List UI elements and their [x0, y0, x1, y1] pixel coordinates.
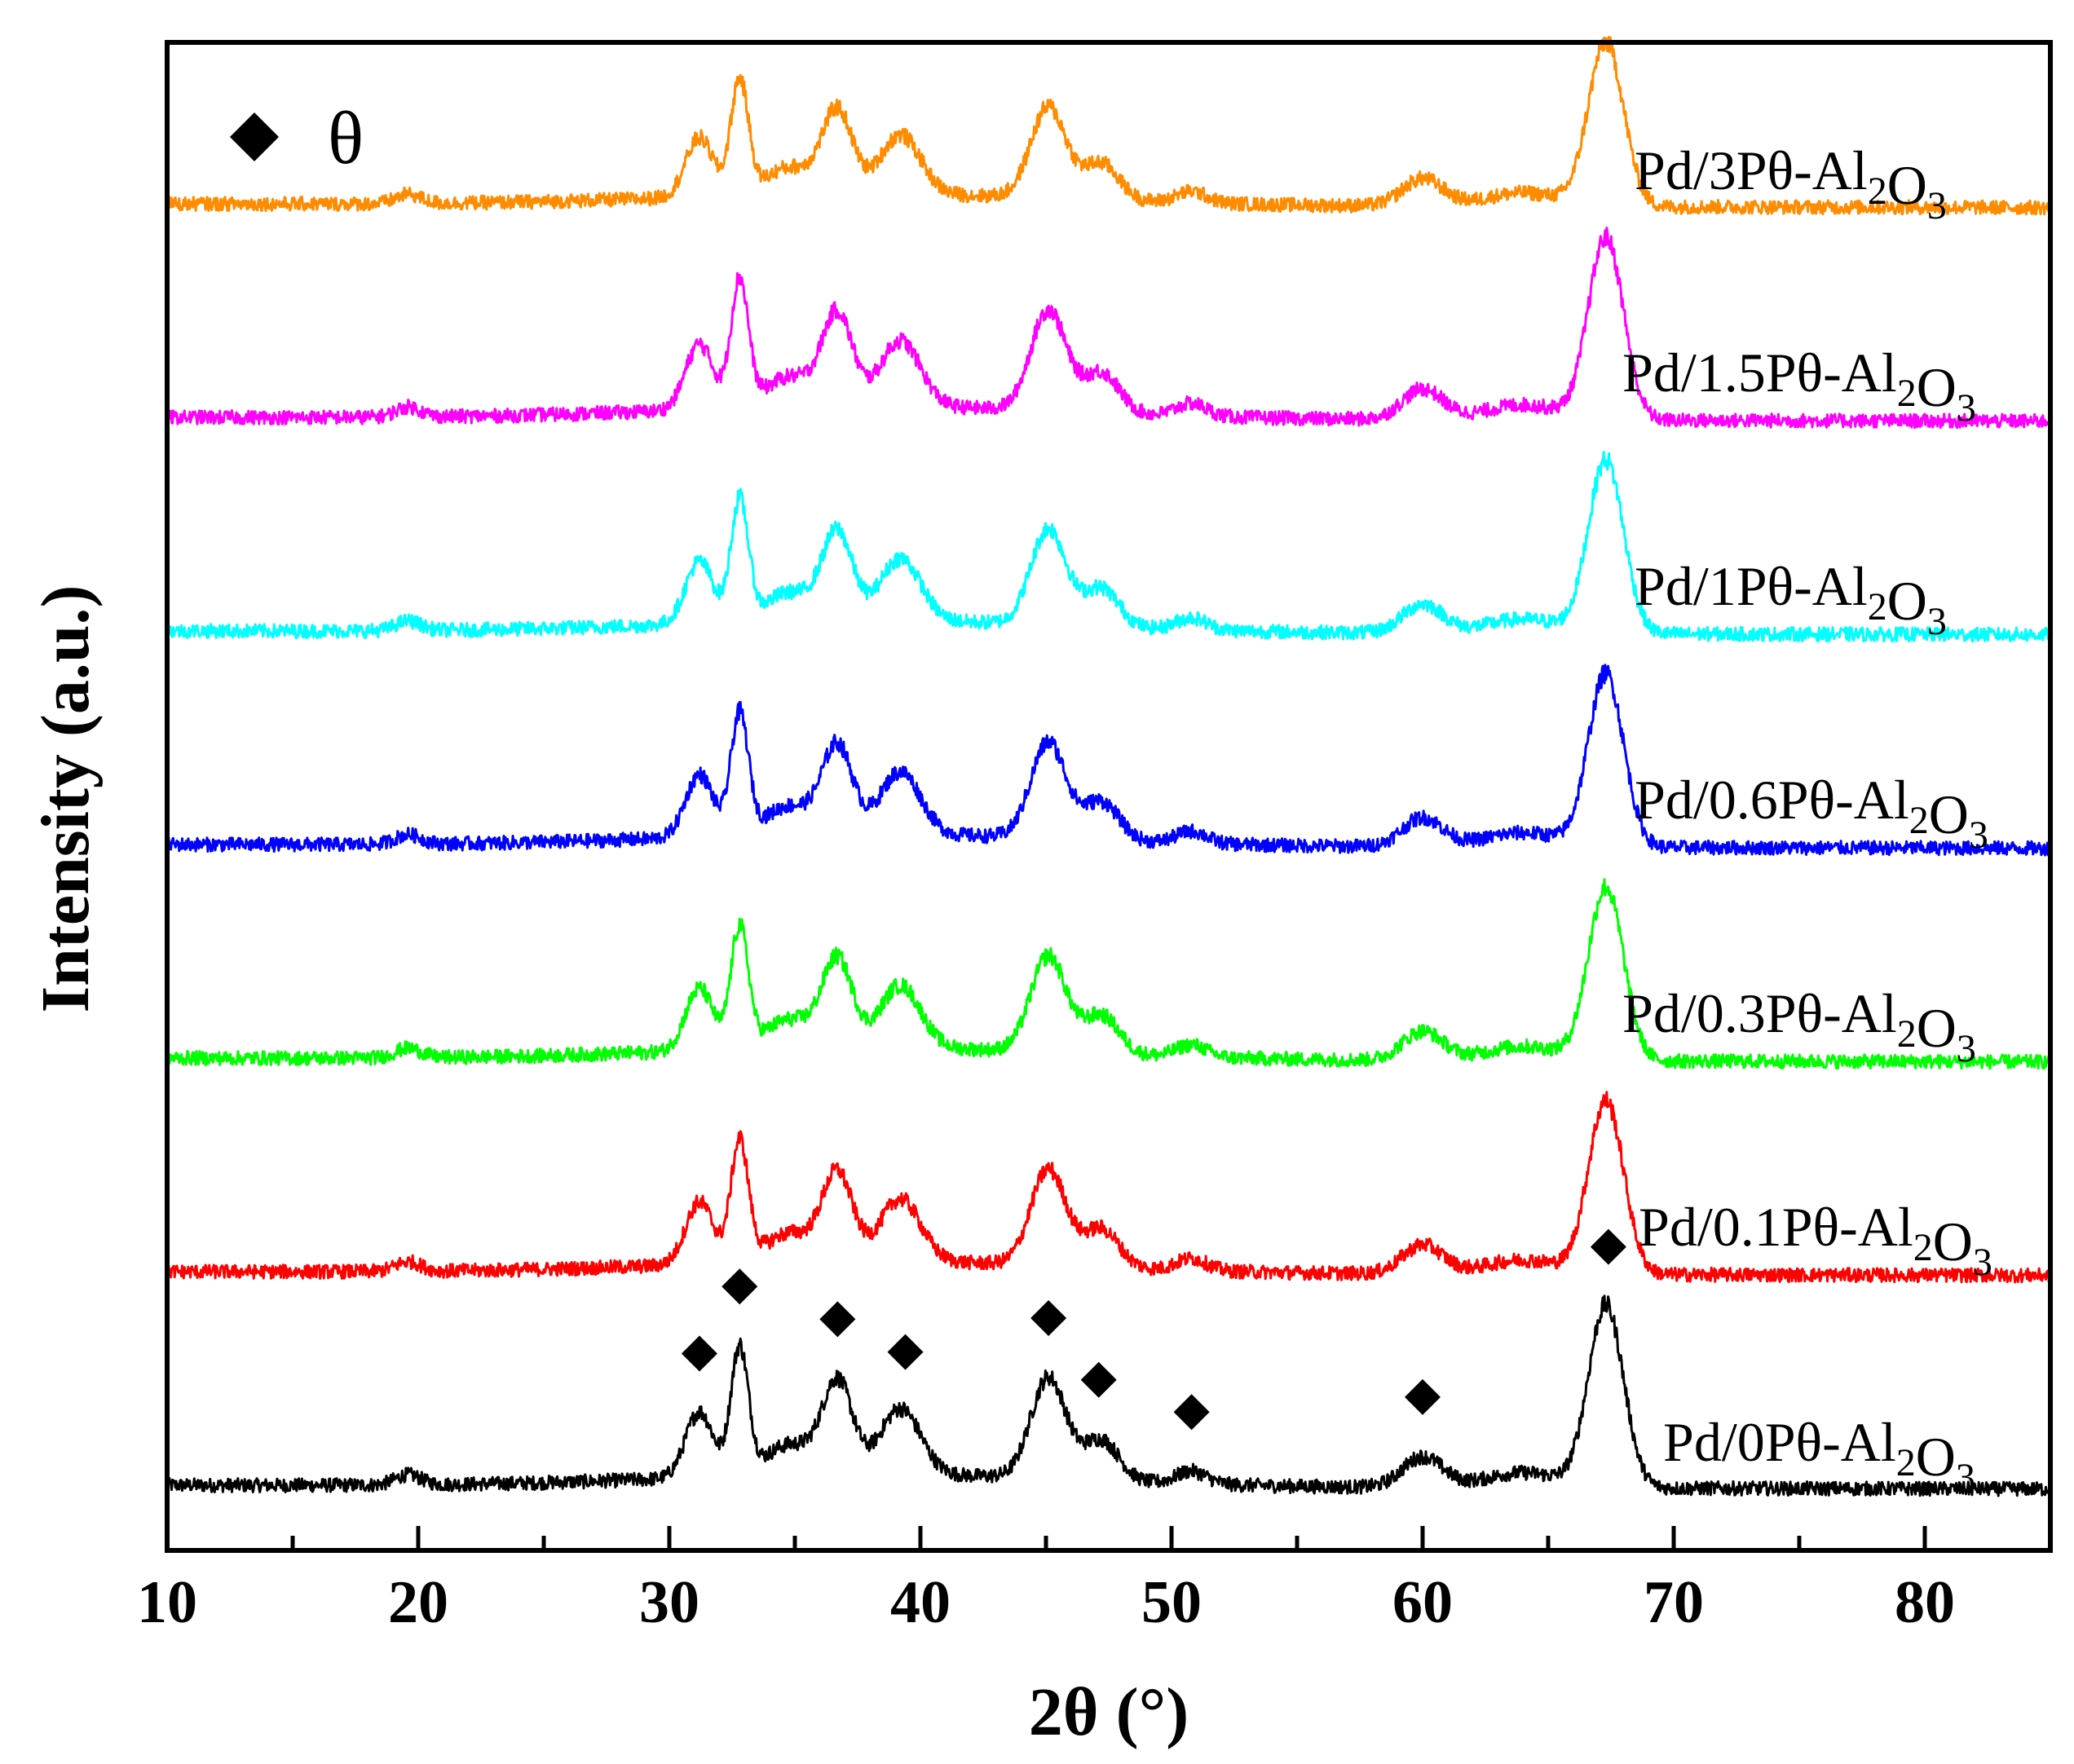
series-label-2: Pd/0.1Pθ-Al2O3 [1639, 1196, 1992, 1284]
phase-diamond-icon [1030, 1299, 1067, 1336]
series-line-7 [165, 35, 2051, 216]
phase-diamond-icon [1173, 1394, 1210, 1431]
x-tick-label: 50 [1141, 1569, 1202, 1636]
y-axis-title: Intensity (a.u.) [28, 584, 104, 1012]
legend-diamond-icon [230, 112, 279, 161]
series-label-5: Pd/1Pθ-Al2O3 [1635, 555, 1947, 643]
series-line-5 [165, 451, 2051, 643]
series-label-4: Pd/0.6Pθ-Al2O3 [1635, 769, 1988, 857]
series-line-6 [165, 227, 2051, 430]
phase-diamond-icon [1405, 1378, 1441, 1415]
phase-diamond-icon [1080, 1361, 1117, 1398]
phase-diamond-icon [819, 1301, 856, 1338]
x-tick-label: 10 [137, 1569, 197, 1636]
series-label-3: Pd/0.3Pθ-Al2O3 [1622, 982, 1976, 1070]
series-lines [165, 35, 2051, 1497]
phase-markers [681, 1228, 1626, 1431]
legend: θ [230, 96, 364, 179]
x-tick-label: 40 [890, 1569, 951, 1636]
x-tick-label: 20 [388, 1569, 448, 1636]
series-line-3 [165, 878, 2051, 1070]
x-tick-label: 80 [1895, 1569, 1955, 1636]
series-label-7: Pd/3Pθ-Al2O3 [1635, 139, 1947, 227]
series-line-2 [165, 1091, 2051, 1284]
series-label-1: Pd/0Pθ-Al2O3 [1663, 1411, 1975, 1499]
legend-label: θ [328, 96, 364, 179]
phase-diamond-icon [681, 1335, 717, 1372]
x-axis-title: 2θ (°) [1029, 1674, 1189, 1750]
series-labels: Pd/0Pθ-Al2O3 Pd/0.1Pθ-Al2O3 Pd/0.3Pθ-Al2O3… [1622, 139, 1992, 1499]
x-tick-label: 30 [639, 1569, 699, 1636]
x-tick-label: 60 [1392, 1569, 1453, 1636]
phase-diamond-icon [887, 1334, 924, 1370]
series-label-6: Pd/1.5Pθ-Al2O3 [1622, 342, 1976, 430]
phase-diamond-icon [1590, 1228, 1626, 1265]
plot-frame [165, 40, 2053, 1553]
series-line-1 [165, 1294, 2051, 1497]
x-axis-ticks: 10 20 30 40 50 60 70 80 [137, 1526, 2053, 1636]
x-tick-label: 70 [1644, 1569, 1704, 1636]
series-line-4 [165, 664, 2051, 857]
phase-diamond-icon [721, 1268, 758, 1305]
